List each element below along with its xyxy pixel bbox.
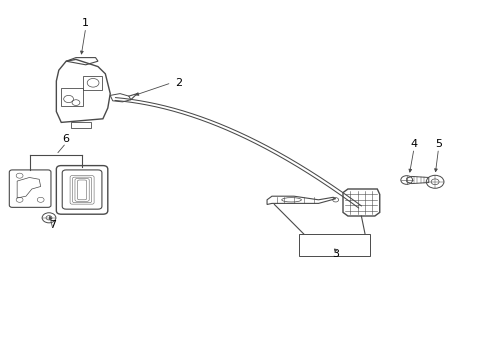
Text: 3: 3 [332,249,339,259]
Text: 7: 7 [49,220,56,230]
Text: 5: 5 [435,139,442,149]
Text: 2: 2 [175,78,182,88]
Bar [61,88,83,106]
Bar [83,76,102,90]
Text: 6: 6 [63,134,70,144]
Bar [299,234,370,256]
Text: 4: 4 [411,139,417,149]
Text: 1: 1 [82,18,89,28]
